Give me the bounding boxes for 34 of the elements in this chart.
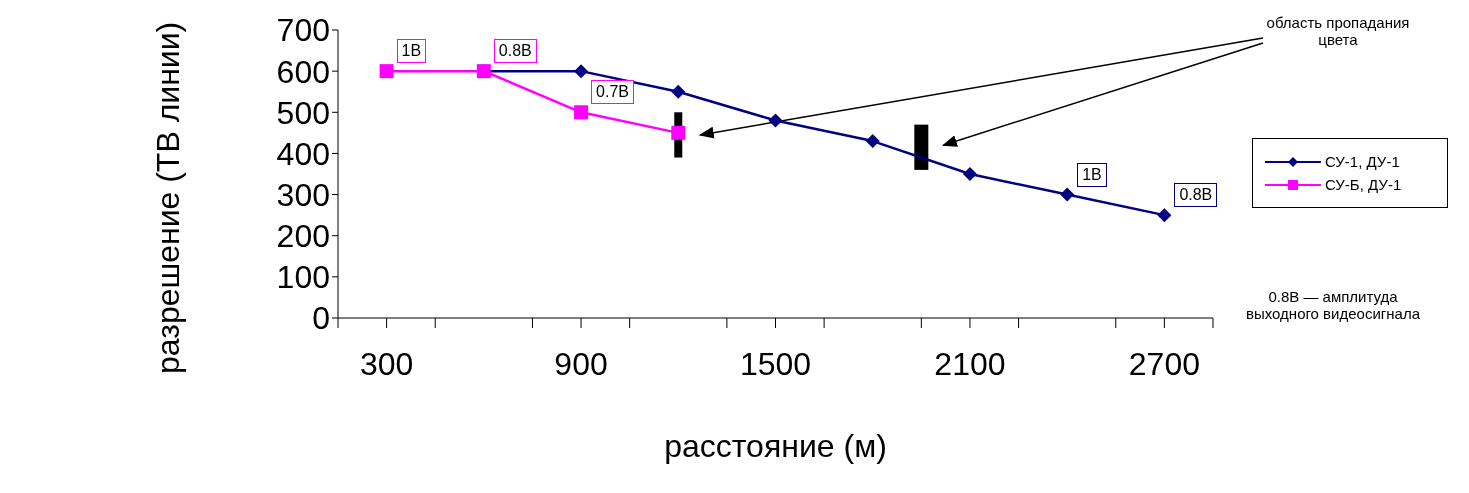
y-tick-label: 300 (276, 176, 330, 213)
x-axis-title: расстояние (м) (663, 428, 888, 465)
x-tick-label: 1500 (739, 345, 812, 382)
point (574, 105, 589, 120)
point (379, 64, 394, 79)
point (865, 134, 880, 149)
point (962, 167, 977, 181)
y-tick-label: 200 (276, 218, 330, 255)
legend-label: СУ-1, ДУ-1 (1325, 153, 1400, 170)
point (1157, 208, 1172, 223)
point (1060, 187, 1075, 202)
annotation: 1В (1077, 162, 1107, 187)
annotation: 0.8В (1174, 183, 1218, 208)
annotation: 0.8В (493, 39, 537, 64)
point (671, 125, 686, 140)
y-axis-title: разрешение (ТВ линии) (149, 20, 187, 377)
point (671, 84, 686, 99)
x-tick-label: 2100 (934, 345, 1006, 382)
point (574, 64, 589, 79)
y-tick-label: 100 (276, 259, 330, 296)
x-tick-label: 900 (554, 345, 608, 382)
y-tick-label: 400 (276, 135, 330, 172)
annotation: 1В (396, 39, 427, 64)
text: 0.8В — амплитуда выходного видеосигнала (1245, 288, 1421, 322)
y-tick-label: 0 (312, 300, 330, 337)
point (768, 113, 783, 128)
x-tick-label: 300 (359, 345, 414, 382)
y-tick-label: 600 (276, 53, 330, 90)
annotation: 0.7В (591, 80, 634, 105)
text: область пропадания цвета (1265, 14, 1411, 48)
legend-label: СУ-Б, ДУ-1 (1325, 176, 1402, 193)
x-tick-label: 2700 (1128, 345, 1200, 382)
y-tick-label: 700 (276, 12, 330, 49)
y-tick-label: 500 (276, 94, 330, 131)
